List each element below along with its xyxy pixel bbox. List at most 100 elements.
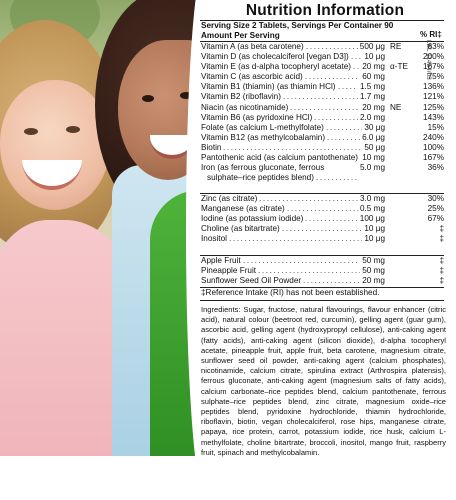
nutrient-row: Vitamin E (as d-alpha tocopheryl acetate…	[201, 62, 445, 72]
divider	[200, 255, 444, 256]
dot-leader: ........................................…	[243, 256, 360, 265]
nutrient-name: Pantothenic acid (as calcium pantothenat…	[201, 153, 359, 163]
nutrient-ri-percent: 121%	[423, 92, 444, 102]
dot-leader: ........................................…	[351, 52, 362, 62]
nutrient-ri-percent: 75%	[427, 72, 444, 82]
nutrient-row: Vitamin D (as cholecalciferol [vegan D3]…	[201, 52, 445, 62]
nutrient-ri-percent: 125%	[423, 102, 444, 112]
child-left-eye	[24, 128, 38, 135]
dot-leader: ........................................…	[305, 214, 358, 224]
nutrient-amount: 10 mg	[362, 153, 385, 163]
nutrient-amount: 10 μg	[364, 234, 385, 244]
nutrient-amount: 20 mg	[362, 276, 385, 286]
nutrient-ri-percent: ‡	[439, 266, 444, 276]
nutrient-unit: α-TE	[390, 62, 408, 72]
nutrient-ri-percent: ‡	[439, 276, 444, 286]
nutrient-name: Vitamin D (as cholecalciferol [vegan D3]…	[201, 52, 349, 62]
child-right-eye	[142, 95, 154, 102]
serving-info: Serving Size 2 Tablets, Servings Per Con…	[201, 21, 394, 30]
dot-leader: ........................................…	[303, 276, 360, 286]
label-title: Nutrition Information	[245, 2, 405, 19]
dot-leader: ........................................…	[316, 173, 358, 183]
nutrient-name: Iodine (as potassium iodide)	[201, 214, 304, 224]
nutrient-ri-percent: 143%	[423, 112, 444, 122]
nutrient-row: Biotin 50 μg 100%.........................…	[201, 143, 445, 153]
nutrient-ri-percent: 167%	[423, 62, 444, 72]
dot-leader: ........................................…	[306, 42, 358, 51]
minerals-table: Zinc (as citrate) 3.0 mg 30%..............…	[201, 194, 445, 244]
nutrient-amount: 2.0 mg	[359, 112, 385, 122]
nutrient-row: Sunflower Seed Oil Powder 20 mg ‡.........…	[201, 276, 445, 286]
divider	[200, 20, 444, 21]
nutrient-ri-percent: ‡	[439, 224, 444, 234]
nutrient-name: Niacin (as nicotinamide)	[201, 102, 289, 112]
nutrient-row: Vitamin C (as ascorbic acid) 60 mg 75%....…	[201, 72, 445, 82]
nutrient-ri-percent: 67%	[427, 214, 444, 224]
nutrient-amount: 1.7 mg	[359, 92, 385, 102]
nutrient-row: Niacin (as nicotinamide) 20 mg NE 125%.....…	[201, 103, 445, 113]
child-left-face	[0, 80, 110, 210]
dot-leader: ........................................…	[287, 204, 358, 214]
nutrient-name: Pineapple Fruit	[201, 266, 257, 276]
nutrient-name: Vitamin B1 (thiamin) (as thiamin HCl)	[201, 82, 336, 92]
nutrient-amount: 100 μg	[359, 214, 385, 224]
child-left-eye	[66, 126, 80, 133]
nutrient-name: Vitamin A (as beta carotene)	[201, 42, 304, 51]
nutrient-ri-percent: 36%	[427, 163, 444, 173]
child-right-eye	[180, 92, 192, 99]
nutrient-row: Vitamin B1 (thiamin) (as thiamin HCl) 1.5…	[201, 82, 445, 92]
nutrient-ri-percent: 100%	[423, 142, 444, 152]
nutrient-ri-percent: ‡	[439, 256, 444, 265]
ri-footnote: ‡Reference Intake (RI) has not been esta…	[201, 288, 380, 297]
nutrient-name: Vitamin B6 (as pyridoxine HCl)	[201, 112, 313, 122]
dot-leader: ........................................…	[283, 92, 358, 102]
nutrient-row: Pineapple Fruit 50 mg ‡...................…	[201, 266, 445, 276]
nutrient-name: Vitamin E (as d-alpha tocopheryl acetate…	[201, 62, 352, 72]
nutrient-amount: 10 μg	[364, 224, 385, 234]
nutrient-amount: 20 mg	[362, 62, 385, 72]
ingredients-list: Ingredients: Sugar, fructose, natural fl…	[201, 305, 446, 457]
divider	[200, 193, 444, 194]
nutrient-amount: 30 μg	[364, 122, 385, 132]
dot-leader: ........................................…	[353, 62, 360, 72]
nutrient-row: Iodine (as potassium iodide) 100 μg 67%...…	[201, 214, 445, 224]
product-photo	[0, 0, 200, 456]
nutrient-ri-percent: 30%	[427, 194, 444, 203]
dot-leader: ........................................…	[223, 142, 362, 152]
nutrient-row: Zinc (as citrate) 3.0 mg 30%..............…	[201, 194, 445, 204]
nutrient-name: Inositol	[201, 234, 227, 244]
nutrient-name: Choline (as bitartrate)	[201, 224, 280, 234]
nutrient-ri-percent: ‡	[439, 234, 444, 244]
nutrient-row: Manganese (as citrate) 0.5 mg 25%.........…	[201, 204, 445, 214]
dot-leader: ........................................…	[290, 102, 360, 112]
nutrient-amount: 50 mg	[362, 256, 385, 265]
nutrient-row: Vitamin A (as beta carotene) 500 μg RE 63%.…	[201, 42, 445, 52]
nutrient-name: Zinc (as citrate)	[201, 194, 258, 203]
dot-leader: ........................................…	[314, 112, 358, 122]
nutrient-row: Iron (as ferrous gluconate, ferrous sulph…	[201, 163, 445, 183]
amount-per-serving-header: Amount Per Serving	[201, 31, 280, 40]
nutrient-amount: 50 mg	[362, 266, 385, 276]
dot-leader: ........................................…	[327, 132, 360, 142]
dot-leader: ........................................…	[229, 234, 362, 244]
nutrient-row: Folate (as calcium L-methylfolate) 30 μg 1…	[201, 123, 445, 133]
nutrient-amount: 5.0 mg	[359, 163, 385, 173]
divider	[200, 300, 444, 301]
dot-leader: ........................................…	[338, 82, 358, 92]
dot-leader: ........................................…	[305, 72, 360, 82]
divider	[200, 287, 444, 288]
nutrient-row: Inositol 10 μg ‡..........................…	[201, 234, 445, 244]
nutrient-row: Vitamin B12 (as methylcobalamin) 6.0 μg 24…	[201, 133, 445, 143]
nutrient-name: Iron (as ferrous gluconate, ferrous	[201, 163, 325, 173]
nutrient-ri-percent: 25%	[427, 204, 444, 214]
nutrient-row: Pantothenic acid (as calcium pantothenat…	[201, 153, 445, 163]
nutrient-amount: 500 μg	[359, 42, 385, 51]
nutrient-amount: 60 mg	[362, 72, 385, 82]
nutrient-name-continued: sulphate–rice peptides blend)	[207, 173, 314, 183]
nutrient-name: Vitamin C (as ascorbic acid)	[201, 72, 303, 82]
divider	[200, 41, 444, 42]
nutrient-amount: 0.5 mg	[359, 204, 385, 214]
dot-leader: ........................................…	[259, 194, 358, 203]
nutrient-name: Vitamin B2 (riboflavin)	[201, 92, 281, 102]
nutrient-row: Apple Fruit 50 mg ‡.......................…	[201, 256, 445, 266]
